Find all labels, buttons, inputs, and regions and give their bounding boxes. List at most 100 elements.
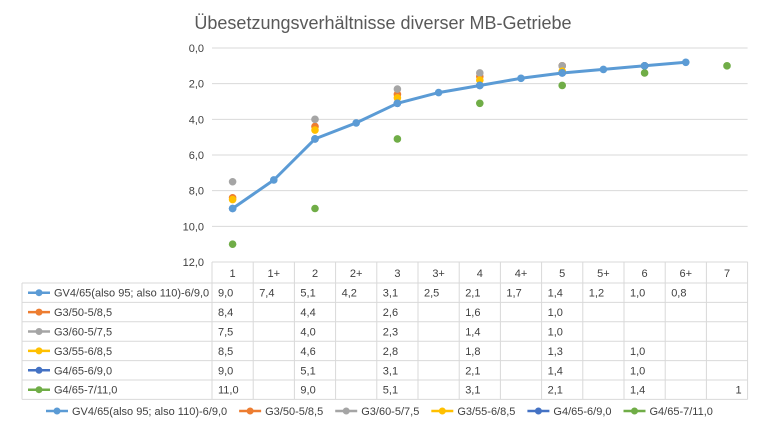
- data-table: 1 1+ 2 2+ 3 3+ 4 4+ 5 5+ 6 6+ 7 GV4/65(also 95; also …: [21, 261, 749, 400]
- table-cell-value: 1,7: [506, 288, 521, 300]
- table-cell-value: 1,4: [548, 288, 563, 300]
- table-cell-value: 1,4: [630, 385, 645, 397]
- y-tick-label: 0,0: [189, 43, 204, 55]
- data-point: [476, 76, 484, 84]
- table-cell-value: 4,2: [342, 288, 357, 300]
- data-point: [434, 88, 443, 97]
- x-category-label: 5+: [597, 268, 610, 280]
- y-tick-label: 2,0: [189, 79, 204, 91]
- legend-entry: G4/65-7/11,0: [650, 406, 713, 418]
- y-axis-ticks: 0,0 2,0 4,0 6,0 8,0 10,0 12,0: [183, 43, 204, 269]
- table-cell-value: 5,1: [300, 365, 315, 377]
- x-category-label: 4+: [515, 268, 528, 280]
- table-series-name: GV4/65(also 95; also 110)-6/9,0: [54, 288, 209, 300]
- data-point: [640, 62, 649, 70]
- data-point: [228, 177, 237, 186]
- legend-entry: GV4/65(also 95; also 110)-6/9,0: [72, 406, 227, 418]
- x-category-label: 7: [724, 268, 730, 280]
- data-point: [228, 240, 237, 248]
- y-tick-label: 12,0: [183, 257, 204, 269]
- x-category-label: 2+: [350, 268, 363, 280]
- data-point: [311, 204, 319, 213]
- data-point: [558, 62, 566, 70]
- legend-entry: G3/60-5/7,5: [361, 406, 419, 418]
- table-series-name: G3/55-6/8,5: [54, 346, 112, 358]
- data-point: [311, 115, 319, 124]
- table-cell-value: 2,6: [383, 307, 398, 319]
- table-cell-value: 2,1: [465, 365, 480, 377]
- table-cell-value: 11,0: [218, 385, 239, 397]
- table-legend-key-marker: [35, 328, 43, 335]
- x-category-label: 3: [394, 268, 400, 280]
- table-cell-value: 9,0: [218, 365, 233, 377]
- data-point: [682, 58, 690, 67]
- data-point: [270, 176, 278, 184]
- table-cell-value: 3,1: [383, 288, 398, 300]
- table-cell-value: 9,0: [300, 385, 315, 397]
- table-series-name: G3/60-5/7,5: [54, 327, 112, 339]
- table-cell-value: 1,2: [589, 288, 604, 300]
- data-point: [723, 62, 731, 70]
- legend-key-marker: [342, 407, 350, 415]
- legend-key-marker: [631, 407, 638, 415]
- legend-key-marker: [534, 407, 542, 415]
- table-legend-key-marker: [35, 308, 43, 316]
- x-category-label: 6: [642, 268, 648, 280]
- table-cell-value: 8,4: [218, 307, 233, 319]
- x-category-label: 6+: [680, 268, 693, 280]
- data-point: [311, 126, 319, 134]
- legend-entry: G4/65-6/9,0: [553, 406, 611, 418]
- legend-entry: G3/50-5/8,5: [265, 406, 323, 418]
- table-legend-key-marker: [35, 347, 43, 355]
- table-legend-key-marker: [35, 366, 43, 374]
- x-category-label: 2: [312, 268, 318, 280]
- table-cell-value: 1,4: [465, 327, 480, 339]
- table-cell-value: 9,0: [218, 288, 233, 300]
- table-cell-value: 1,0: [548, 327, 563, 339]
- data-point: [311, 135, 319, 143]
- legend-key-marker: [53, 407, 61, 415]
- data-point: [476, 99, 484, 108]
- data-point: [476, 69, 484, 77]
- table-series-name: G4/65-7/11,0: [54, 385, 117, 397]
- y-tick-label: 4,0: [189, 114, 204, 126]
- table-cell-value: 4,6: [300, 346, 315, 358]
- table-cell-value: 8,5: [218, 346, 233, 358]
- table-legend-key-marker: [35, 289, 43, 297]
- table-cell-value: 5,1: [383, 385, 398, 397]
- table-cell-value: 1,3: [548, 346, 563, 358]
- table-cell-value: 4,4: [300, 307, 315, 319]
- data-point: [599, 65, 608, 74]
- data-point: [393, 85, 402, 93]
- table-cell-value: 0,8: [671, 288, 686, 300]
- series-line: [231, 60, 686, 210]
- y-tick-label: 8,0: [189, 186, 204, 198]
- table-series-name: G3/50-5/8,5: [54, 307, 112, 319]
- data-point: [393, 94, 402, 102]
- legend-entry: G3/55-6/8,5: [457, 406, 515, 418]
- y-tick-label: 6,0: [189, 150, 204, 162]
- plot-area: [228, 58, 731, 248]
- data-point: [558, 69, 566, 77]
- table-cell-value: 1: [735, 385, 741, 397]
- table-cell-value: 2,5: [424, 288, 439, 300]
- table-cell-value: 1,0: [630, 346, 645, 358]
- data-point: [640, 69, 649, 77]
- table-cell-value: 2,1: [465, 288, 480, 300]
- table-cell-value: 4,0: [300, 327, 315, 339]
- x-category-label: 1: [230, 268, 236, 280]
- data-point: [558, 81, 566, 90]
- table-cell-value: 1,4: [548, 365, 563, 377]
- x-category-label: 5: [559, 268, 565, 280]
- table-cell-value: 2,8: [383, 346, 398, 358]
- table-cell-value: 1,0: [630, 365, 645, 377]
- x-category-label: 1+: [268, 268, 281, 280]
- table-cell-value: 7,5: [218, 327, 233, 339]
- data-point: [393, 99, 402, 108]
- table-cell-value: 3,1: [383, 365, 398, 377]
- legend-key-marker: [246, 407, 254, 415]
- table-legend-key-marker: [35, 386, 43, 394]
- chart-title: Übesetzungsverhältnisse diverser MB-Getr…: [194, 13, 571, 33]
